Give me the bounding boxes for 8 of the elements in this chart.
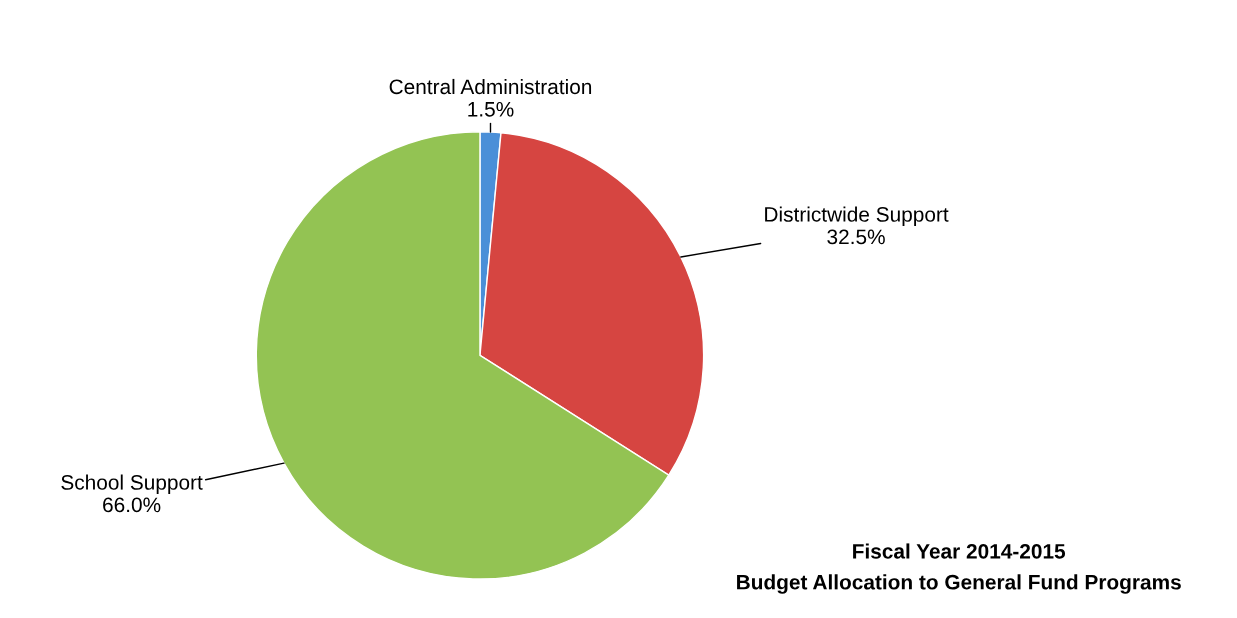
- data-label: 32.5%: [827, 229, 885, 245]
- slice-label: Central Administration: [389, 78, 592, 95]
- slice-label: School Support: [61, 474, 203, 494]
- text: Fiscal Year 2014-2015: [853, 543, 1066, 559]
- slice-label: Districtwide Support: [765, 206, 949, 226]
- text: Budget Allocation to General Fund Programs: [737, 574, 1181, 594]
- data-label: 66.0%: [103, 497, 161, 513]
- data-label: 1.5%: [468, 101, 514, 117]
